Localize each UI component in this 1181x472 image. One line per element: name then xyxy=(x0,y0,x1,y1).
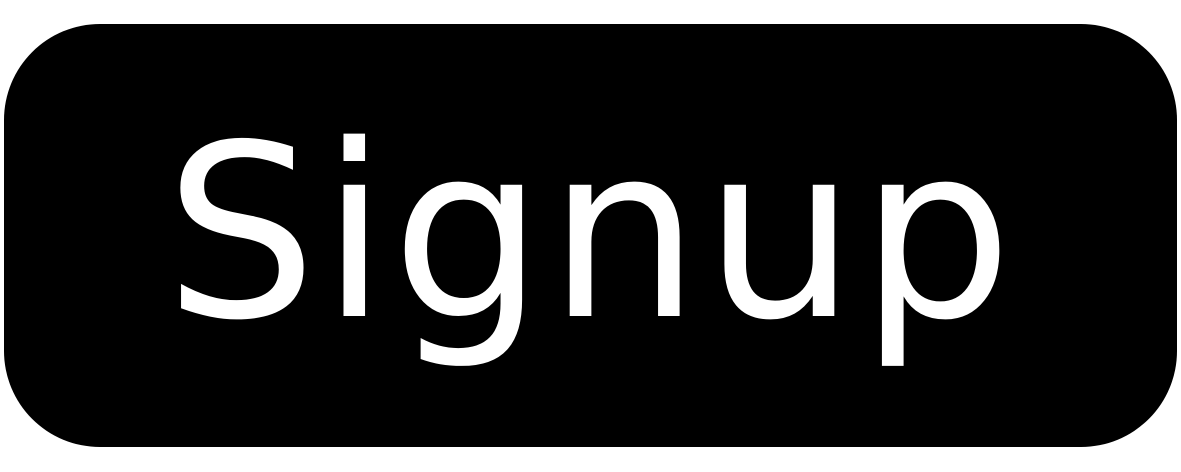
signup-button[interactable]: Signup xyxy=(4,24,1177,447)
signup-button-label: Signup xyxy=(164,92,1017,373)
